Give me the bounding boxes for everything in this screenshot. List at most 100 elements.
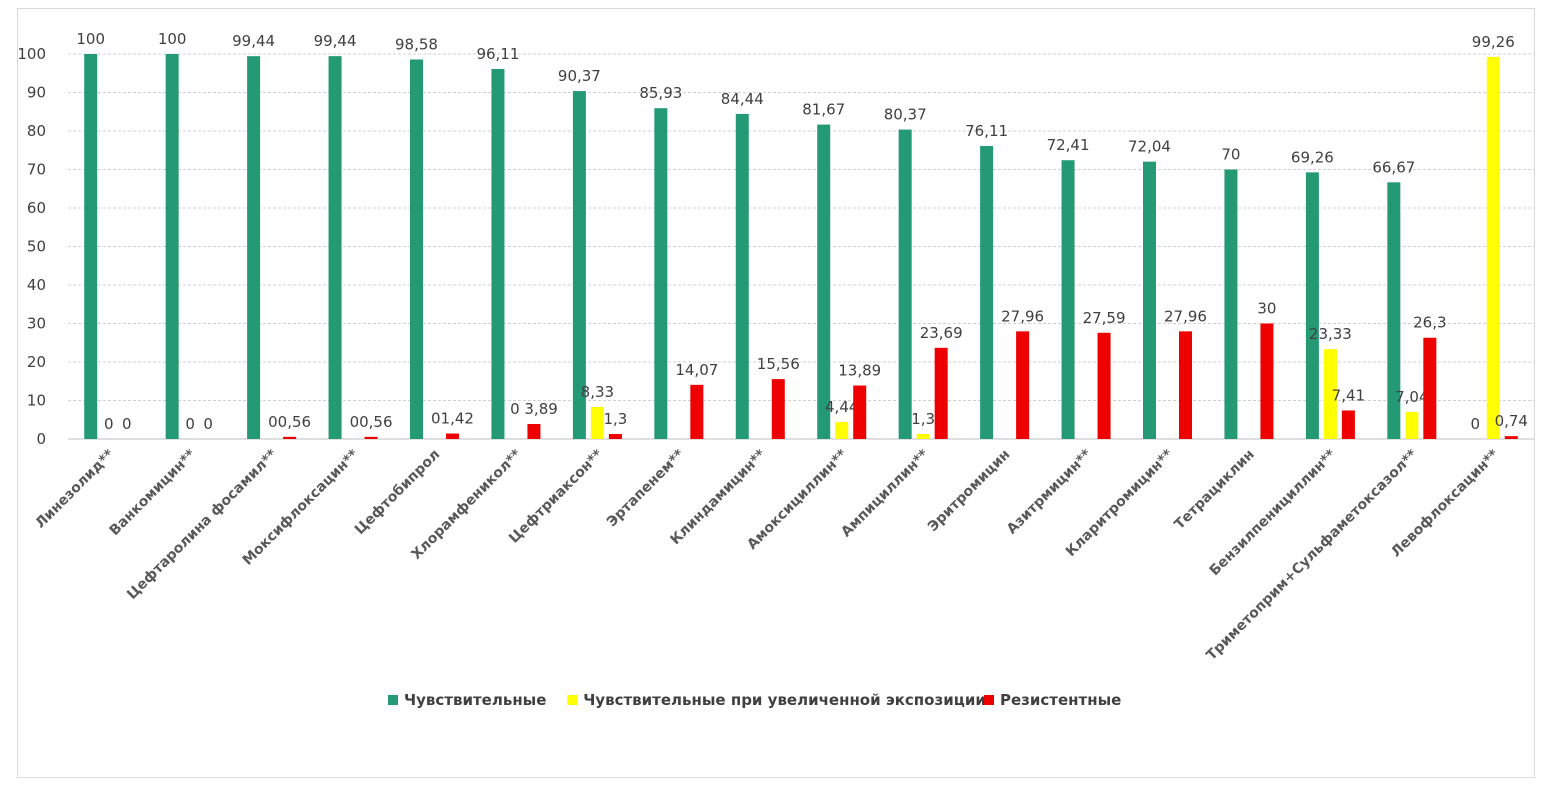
data-label: 15,56	[757, 355, 800, 373]
category-label: Тетрациклин	[1171, 447, 1257, 533]
data-label: 30	[1257, 300, 1276, 318]
bar-sensitive	[1387, 182, 1401, 439]
data-label: 85,93	[639, 84, 682, 102]
y-tick-label: 60	[27, 199, 46, 217]
category-label: Азитрмицин**	[1004, 446, 1095, 537]
data-label: 00,56	[350, 413, 393, 431]
data-label: 23,69	[920, 324, 963, 342]
legend-label: Чувствительные	[404, 691, 546, 709]
y-tick-label: 10	[27, 392, 46, 410]
bar-resistant	[446, 433, 459, 439]
data-label: 0	[1471, 415, 1481, 433]
bar-resistant	[690, 384, 704, 439]
bar-resistant	[283, 436, 297, 439]
data-label: 00,56	[268, 413, 311, 431]
bar-resistant	[1179, 331, 1192, 439]
y-tick-label: 80	[27, 122, 46, 140]
bar-resistant	[527, 424, 541, 439]
data-label: 69,26	[1291, 148, 1334, 166]
data-label: 23,33	[1309, 325, 1352, 343]
data-label: 72,04	[1128, 138, 1171, 156]
data-label: 90,37	[558, 67, 601, 85]
bar-sensitive	[572, 91, 586, 439]
data-label: 66,67	[1372, 158, 1415, 176]
legend-label: Чувствительные при увеличенной экспозици…	[583, 691, 986, 709]
data-label: 98,58	[395, 35, 438, 53]
y-tick-label: 70	[27, 161, 46, 179]
bar-sensitive	[1224, 169, 1238, 439]
data-label: 27,96	[1001, 307, 1044, 325]
bar-sensitive	[1143, 161, 1156, 439]
legend-label: Резистентные	[1000, 691, 1121, 709]
bar-sensitive-increased	[835, 421, 849, 439]
bar-resistant	[934, 347, 948, 439]
data-label: 4,44	[825, 398, 858, 416]
data-label: 8,33	[581, 383, 614, 401]
category-label: Цефтаролина фосамил**	[124, 446, 281, 603]
bar-sensitive-increased	[1323, 349, 1337, 439]
data-label: 0,74	[1495, 412, 1528, 430]
category-label: Цефтобипрол	[352, 447, 443, 538]
category-label: Эритромицин	[925, 447, 1013, 535]
bar-sensitive	[654, 108, 668, 440]
bar-resistant	[771, 379, 785, 439]
data-label: 27,96	[1164, 307, 1207, 325]
bar-resistant	[1504, 436, 1518, 439]
bar-resistant	[1016, 331, 1030, 439]
y-tick-label: 50	[27, 238, 46, 256]
bar-sensitive	[247, 56, 261, 439]
data-label: 70	[1221, 146, 1240, 164]
bar-sensitive	[410, 59, 423, 439]
bar-resistant	[1097, 332, 1111, 439]
chart-frame	[17, 8, 1535, 778]
y-tick-label: 20	[27, 353, 46, 371]
data-label: 26,3	[1413, 314, 1446, 332]
data-label: 27,59	[1083, 309, 1126, 327]
bar-sensitive	[898, 129, 912, 439]
data-label: 7,41	[1332, 386, 1365, 404]
data-label: 13,89	[838, 362, 881, 380]
data-label: 72,41	[1047, 136, 1090, 154]
data-label: 84,44	[721, 90, 764, 108]
bar-resistant	[1260, 323, 1274, 439]
bar-resistant	[1341, 410, 1355, 439]
bar-sensitive	[1305, 172, 1319, 439]
data-label: 0	[104, 415, 114, 433]
data-label: 0	[203, 415, 213, 433]
bar-sensitive-increased	[590, 406, 604, 439]
category-label: Ванкомицин**	[107, 446, 200, 539]
data-label: 14,07	[675, 361, 718, 379]
y-tick-label: 90	[27, 84, 46, 102]
legend-swatch	[388, 695, 398, 705]
data-label: 96,11	[476, 45, 519, 63]
bar-sensitive	[980, 145, 994, 439]
bar-sensitive-increased	[1405, 411, 1419, 439]
data-label: 0	[122, 415, 132, 433]
bar-resistant	[1423, 337, 1437, 439]
bar-sensitive	[165, 54, 179, 439]
bar-sensitive	[1061, 160, 1075, 439]
y-tick-label: 40	[27, 276, 46, 294]
data-label: 1,3	[911, 410, 935, 428]
y-tick-label: 100	[17, 45, 46, 63]
legend-swatch	[984, 695, 994, 705]
bar-resistant	[853, 385, 867, 439]
data-label: 81,67	[802, 101, 845, 119]
data-label: 01,42	[431, 410, 474, 428]
bar-sensitive	[328, 56, 342, 439]
data-label: 100	[158, 30, 187, 48]
data-label: 99,44	[232, 32, 275, 50]
data-label: 7,04	[1395, 388, 1428, 406]
data-label: 0	[185, 415, 195, 433]
category-label: Эртапенем**	[604, 446, 688, 530]
legend-swatch	[567, 695, 578, 705]
bar-resistant	[608, 433, 622, 439]
bar-sensitive	[491, 68, 505, 439]
y-tick-label: 30	[27, 315, 46, 333]
bar-sensitive	[84, 54, 98, 439]
data-label: 80,37	[884, 106, 927, 124]
data-label: 0 3,89	[510, 400, 558, 418]
category-label: Ампициллин**	[838, 446, 932, 540]
bar-sensitive-increased	[916, 433, 930, 439]
